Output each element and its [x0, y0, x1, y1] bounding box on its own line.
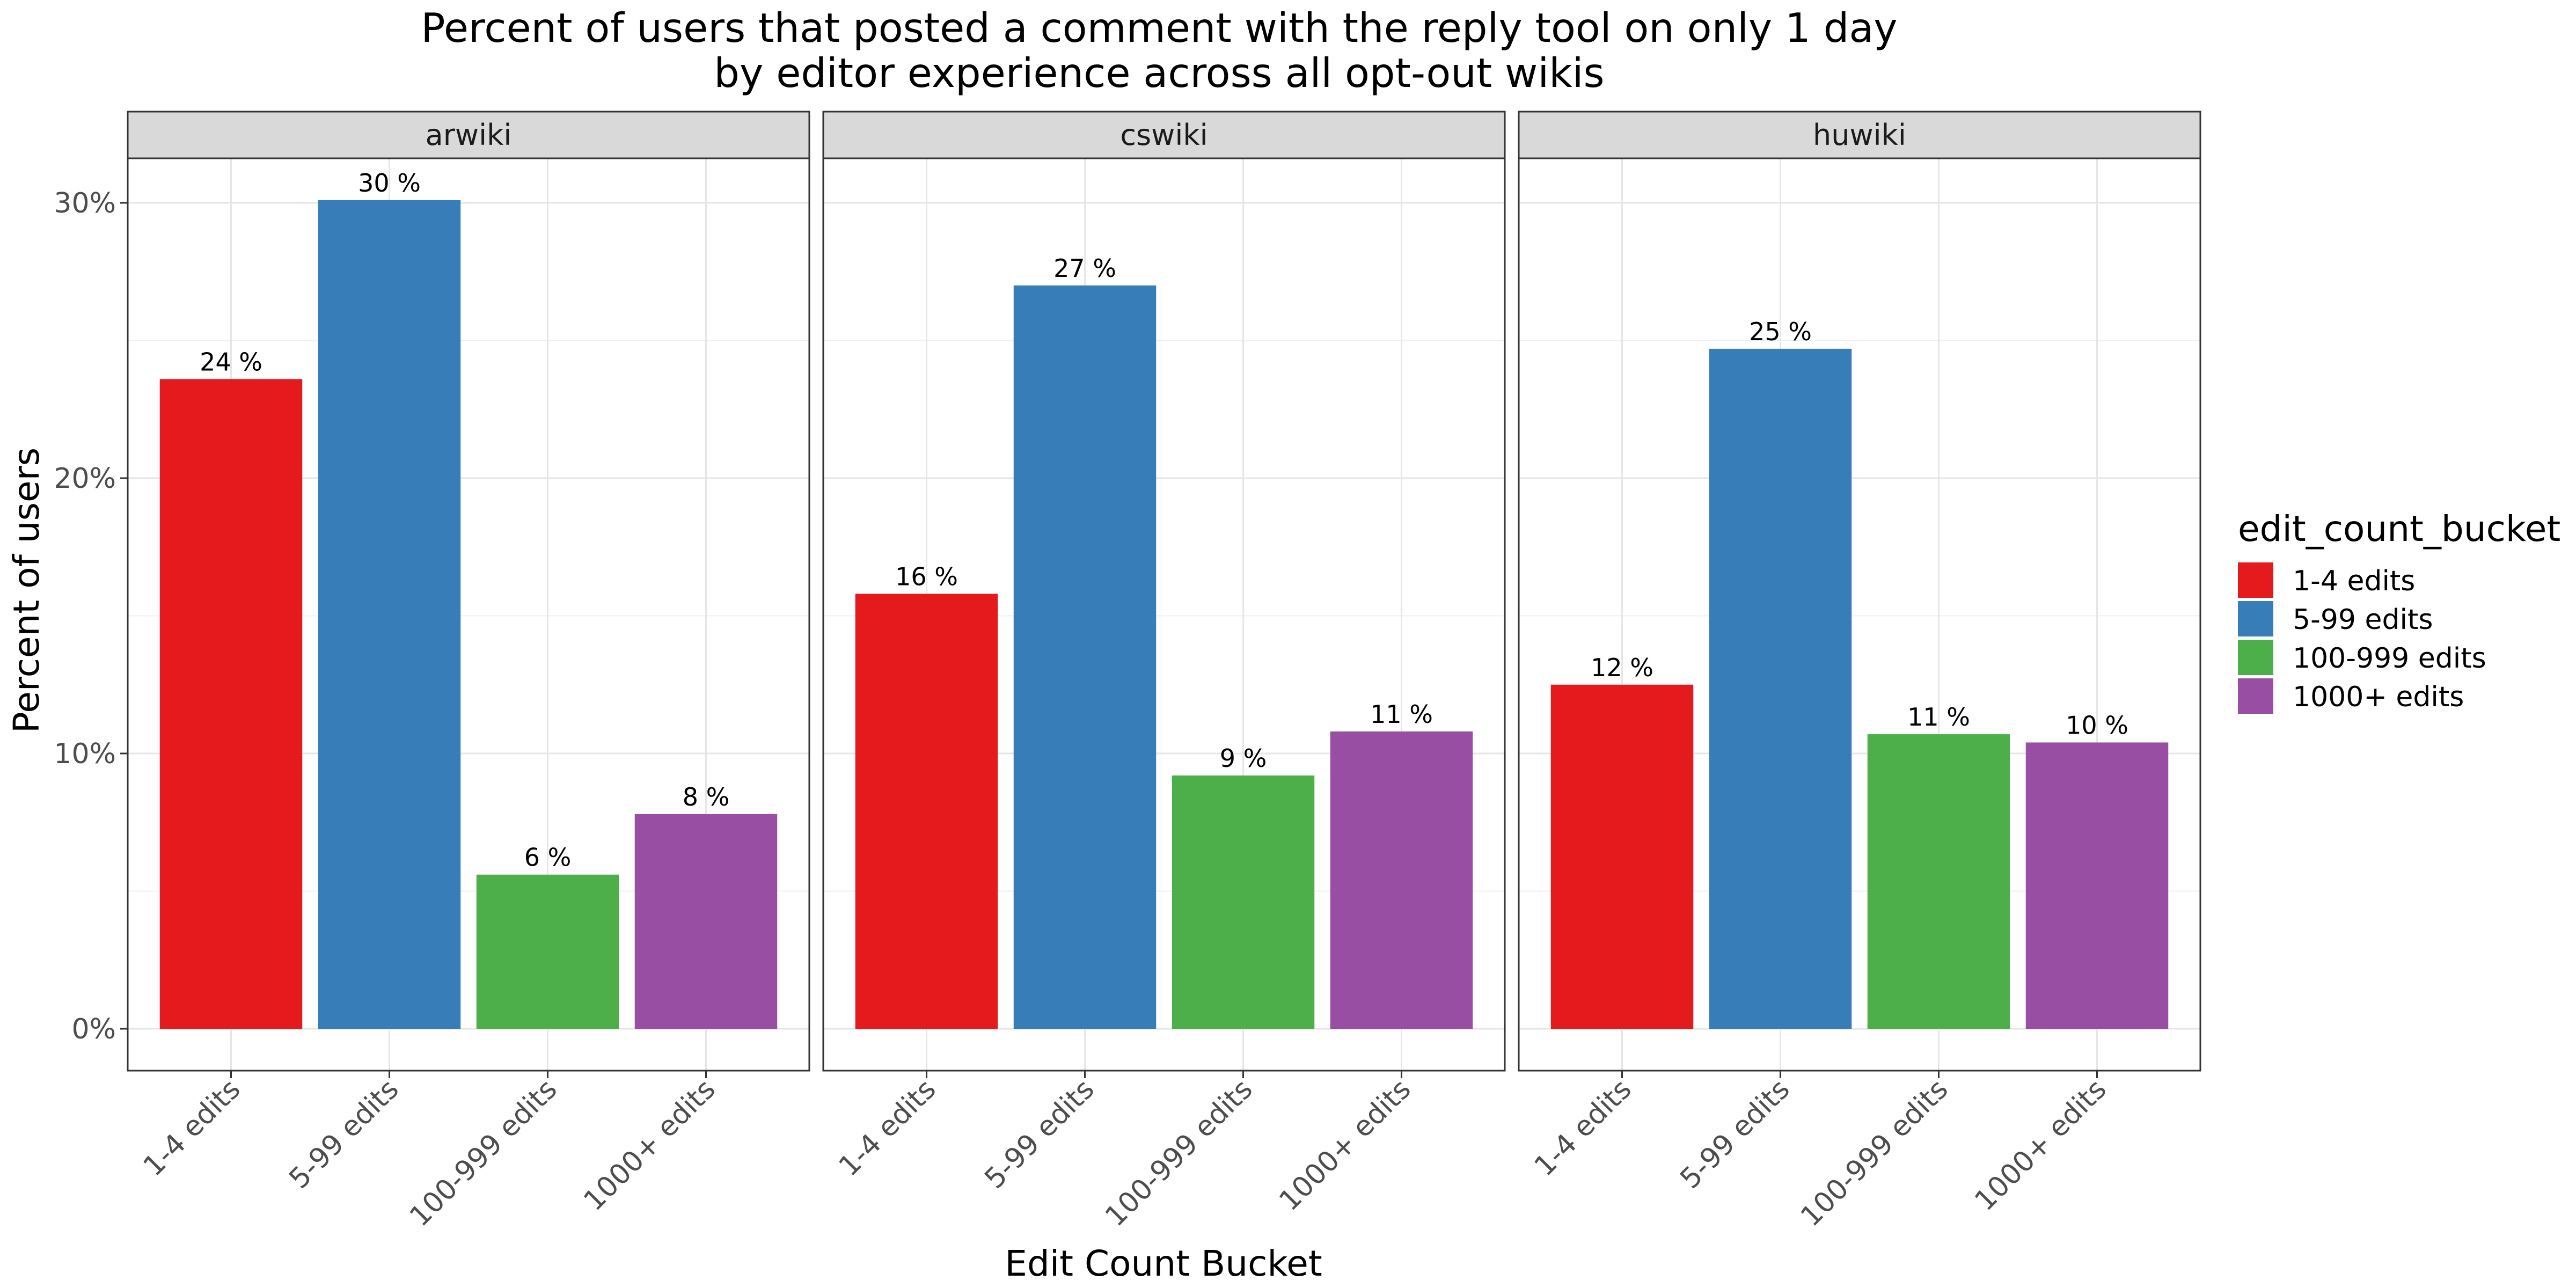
- facet-panel-huwiki: huwiki 12 % 25 % 11 % 10 % 1-4 edits 5-99 edit…: [1518, 111, 2201, 1233]
- x-tick-label: 1000+ edits: [1273, 1073, 1417, 1217]
- x-axis-title: Edit Count Bucket: [1005, 1243, 1322, 1284]
- x-tick-label: 1000+ edits: [577, 1073, 721, 1217]
- data-label: 6 %: [524, 843, 572, 872]
- facet-strip: [822, 111, 1506, 159]
- x-tick-label: 1-4 edits: [137, 1073, 247, 1183]
- data-label: 8 %: [683, 782, 730, 811]
- data-label: 16 %: [895, 562, 958, 591]
- bar-huwiki-1: [1709, 348, 1852, 1029]
- data-label: 10 %: [2066, 711, 2128, 740]
- x-tick-label: 1-4 edits: [1528, 1073, 1638, 1183]
- facet-strip-label: arwiki: [426, 118, 512, 152]
- legend-label: 1000+ edits: [2293, 681, 2464, 713]
- data-label: 24 %: [200, 347, 262, 376]
- y-tick-label: 30%: [54, 187, 116, 219]
- chart-title-line-1: Percent of users that posted a comment w…: [421, 4, 1897, 52]
- x-tick-label: 5-99 edits: [1674, 1073, 1796, 1195]
- bar-arwiki-1: [318, 200, 461, 1029]
- bar-huwiki-0: [1550, 684, 1694, 1029]
- bar-arwiki-0: [159, 379, 303, 1029]
- facet-strip: [1518, 111, 2201, 159]
- facet-strip-label: huwiki: [1813, 118, 1906, 152]
- legend-label: 5-99 edits: [2293, 604, 2433, 636]
- x-tick-label: 100-999 edits: [404, 1073, 564, 1233]
- y-axis-title: Percent of users: [6, 448, 47, 733]
- data-label: 12 %: [1591, 653, 1653, 682]
- panel-border: [127, 157, 810, 1072]
- bar-huwiki-2: [1867, 734, 2010, 1029]
- data-label: 30 %: [358, 169, 421, 197]
- legend: edit_count_bucket 1-4 edits 5-99 edits 100…: [2238, 508, 2560, 714]
- facet-strip-label: cswiki: [1120, 118, 1208, 152]
- y-tick-label: 20%: [54, 463, 116, 495]
- bar-cswiki-3: [1330, 731, 1473, 1029]
- legend-key-3: [2238, 678, 2273, 714]
- x-tick-label: 5-99 edits: [978, 1073, 1100, 1195]
- x-tick-label: 100-999 edits: [1795, 1073, 1955, 1233]
- legend-label: 100-999 edits: [2293, 642, 2486, 675]
- panel-border: [822, 157, 1506, 1072]
- legend-key-0: [2238, 562, 2273, 598]
- data-label: 11 %: [1370, 700, 1433, 729]
- legend-label: 1-4 edits: [2293, 565, 2415, 597]
- bar-cswiki-1: [1013, 285, 1157, 1029]
- facet-strip: [127, 111, 810, 159]
- chart-title-line-2: by editor experience across all opt-out …: [714, 49, 1604, 97]
- data-label: 11 %: [1907, 702, 1970, 731]
- y-tick-label: 0%: [72, 1013, 116, 1045]
- data-label: 25 %: [1749, 317, 1812, 346]
- bar-arwiki-3: [634, 814, 778, 1029]
- data-label: 9 %: [1220, 744, 1267, 773]
- x-tick-label: 5-99 edits: [283, 1073, 405, 1195]
- bar-arwiki-2: [476, 874, 619, 1029]
- y-tick-label: 10%: [54, 738, 116, 770]
- bar-cswiki-0: [855, 594, 998, 1029]
- legend-title: edit_count_bucket: [2238, 508, 2560, 550]
- bar-huwiki-3: [2025, 742, 2169, 1029]
- facet-panel-cswiki: cswiki 16 % 27 % 9 % 11 % 1-4 edits 5-99 edits…: [822, 111, 1506, 1233]
- y-axis-ticks: 0% 10% 20% 30%: [54, 187, 128, 1045]
- x-tick-label: 1000+ edits: [1968, 1073, 2112, 1217]
- bar-cswiki-2: [1172, 775, 1315, 1029]
- legend-key-2: [2238, 640, 2273, 675]
- x-tick-label: 1-4 edits: [833, 1073, 942, 1183]
- data-label: 27 %: [1053, 254, 1116, 283]
- panel-border: [1518, 157, 2201, 1072]
- x-tick-label: 100-999 edits: [1099, 1073, 1259, 1233]
- legend-key-1: [2238, 601, 2273, 636]
